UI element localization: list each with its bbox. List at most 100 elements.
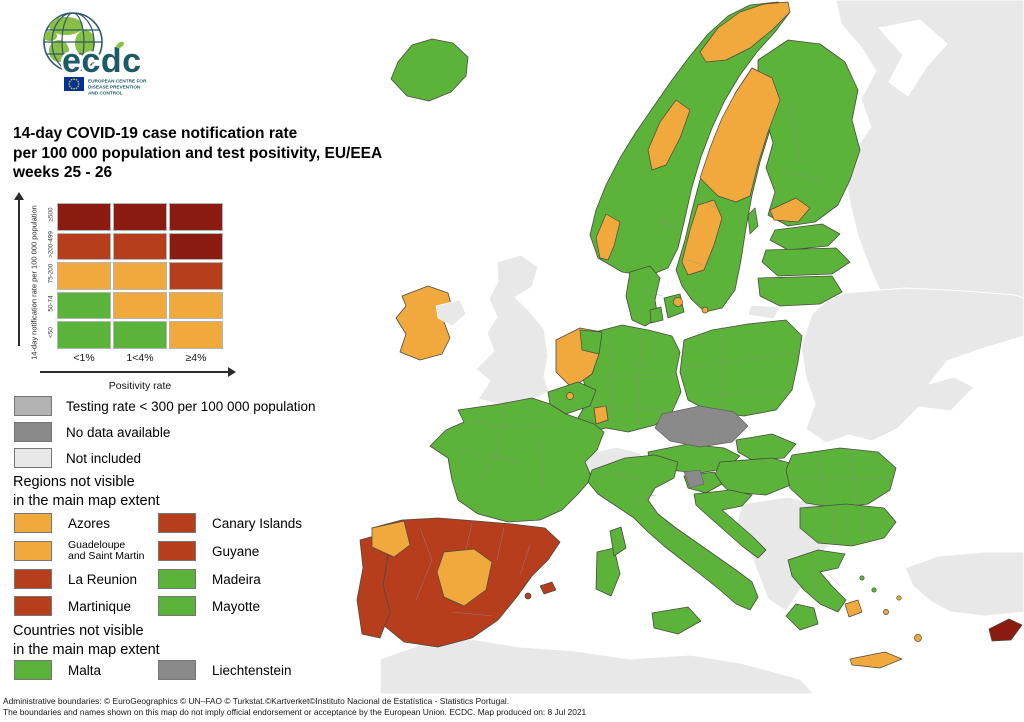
eu-flag-icon xyxy=(64,77,84,91)
legend-row: No data available xyxy=(14,422,316,442)
map-region-united-kingdom xyxy=(475,254,550,406)
map-title: 14-day COVID-19 case notification rate p… xyxy=(13,124,382,183)
map-region-north-africa xyxy=(379,638,815,694)
map-region-romania xyxy=(785,447,897,509)
liechtenstein-label: Liechtenstein xyxy=(212,662,292,678)
col-label: <1% xyxy=(73,352,95,364)
map-region-lithuania xyxy=(757,275,843,307)
martinique-label: Martinique xyxy=(68,598,132,614)
testing-rate-swatch xyxy=(14,396,52,416)
madeira-swatch xyxy=(158,569,196,589)
legend-row: Not included xyxy=(14,448,316,468)
matrix-cell xyxy=(169,321,223,349)
map-region-corsica xyxy=(609,526,627,557)
map-region-sicily xyxy=(651,606,702,635)
map-region-cyprus xyxy=(988,618,1023,642)
map-region-slovakia xyxy=(735,433,797,461)
map-region-norway-north xyxy=(699,1,791,63)
map-region-sweden-north xyxy=(699,67,781,203)
regions-section-heading: Regions not visible in the main map exte… xyxy=(13,474,160,509)
col-label: ≥4% xyxy=(185,352,207,364)
guadeloupe-label: Guadeloupe and Saint Martin xyxy=(68,539,145,562)
map-title-line3: weeks 25 - 26 xyxy=(13,164,113,181)
martinique-swatch xyxy=(14,596,52,616)
map-region-aegean-island xyxy=(859,575,865,581)
liechtenstein-swatch xyxy=(158,660,196,680)
matrix-cell xyxy=(113,291,167,319)
matrix-cell xyxy=(113,262,167,290)
azores-label: Azores xyxy=(68,515,111,531)
map-title-line2: per 100 000 population and test positivi… xyxy=(13,144,383,162)
malta-label: Malta xyxy=(68,662,102,678)
matrix-cell xyxy=(113,232,167,260)
map-region-gotland xyxy=(747,207,759,235)
map-region-czechia xyxy=(654,405,749,448)
map-region-croatia xyxy=(693,489,767,559)
map-inner-region-borders xyxy=(415,99,894,617)
map-region-norway-mid xyxy=(647,99,691,171)
la-reunion-label: La Reunion xyxy=(68,571,138,587)
status-legend: Testing rate < 300 per 100 000 populatio… xyxy=(14,396,316,474)
map-region-greece xyxy=(787,549,847,613)
legend-row: Testing rate < 300 per 100 000 populatio… xyxy=(14,396,316,416)
map-region-aegean-island xyxy=(871,587,877,593)
x-axis-arrowhead xyxy=(228,367,236,377)
map-region-aegean-island xyxy=(896,595,902,601)
map-title-line1: 14-day COVID-19 case notification rate xyxy=(13,125,298,142)
logo-caption-line3: AND CONTROL xyxy=(88,91,123,96)
testing-rate-label: Testing rate < 300 per 100 000 populatio… xyxy=(66,398,316,414)
map-region-bornholm xyxy=(701,306,709,314)
x-axis-label: Positivity rate xyxy=(108,380,172,392)
map-region-galicia xyxy=(371,520,411,558)
map-region-kaliningrad xyxy=(747,304,781,320)
map-region-aegean-island xyxy=(883,609,889,615)
matrix-cell xyxy=(113,321,167,349)
madeira-label: Madeira xyxy=(212,571,261,587)
canary-islands-swatch xyxy=(158,513,196,533)
footer: Administrative boundaries: © EuroGeograp… xyxy=(3,696,1021,718)
map-region-rhodes xyxy=(914,634,922,642)
matrix-cell xyxy=(57,232,111,260)
mayotte-swatch xyxy=(158,596,196,616)
matrix-cell xyxy=(169,262,223,290)
map-region-finland xyxy=(757,39,861,227)
map-region-bulgaria xyxy=(799,503,897,547)
matrix-cell xyxy=(113,203,167,231)
logo-leaf-icon xyxy=(116,41,124,49)
mayotte-label: Mayotte xyxy=(212,598,261,614)
map-region-balearic-ibiza xyxy=(524,592,532,600)
map-region-northern-ireland xyxy=(435,299,467,327)
map-region-finland-south xyxy=(769,197,811,223)
map-white-sea xyxy=(878,19,948,97)
map-region-luxembourg xyxy=(593,405,609,425)
row-label: <50 xyxy=(47,327,55,338)
map-region-estonia xyxy=(769,223,841,251)
map-region-ukraine-belarus xyxy=(800,287,1024,444)
canary-islands-label: Canary Islands xyxy=(212,515,303,531)
map-region-castilla-la-mancha xyxy=(436,548,493,607)
guyane-label: Guyane xyxy=(212,543,260,559)
footer-line1: Administrative boundaries: © EuroGeograp… xyxy=(3,696,510,706)
logo-brand-text: ecdc xyxy=(62,42,142,80)
map-region-sweden-mid xyxy=(681,199,723,276)
countries-section-heading: Countries not visible in the main map ex… xyxy=(13,623,160,658)
x-axis-arrow xyxy=(40,371,230,373)
map-region-ireland xyxy=(395,285,453,361)
footer-line2: The boundaries and names shown on this m… xyxy=(3,707,587,717)
map-region-peloponnese xyxy=(785,603,819,631)
no-data-label: No data available xyxy=(66,424,171,440)
guyane-swatch xyxy=(158,541,196,561)
map-region-latvia xyxy=(761,247,851,277)
map-region-poland xyxy=(679,319,803,417)
malta-swatch xyxy=(14,660,52,680)
azores-swatch xyxy=(14,513,52,533)
matrix-cell xyxy=(57,291,111,319)
y-axis-arrowhead xyxy=(14,192,24,200)
matrix-cell xyxy=(57,203,111,231)
bivariate-legend: 14-day notification rate per 100 000 pop… xyxy=(10,192,248,398)
regions-legend: Azores Canary Islands Guadeloupe and Sai… xyxy=(14,513,302,616)
countries-legend: Malta Liechtenstein xyxy=(14,660,292,680)
map-region-crete xyxy=(849,651,903,669)
y-axis-arrow xyxy=(18,200,20,346)
matrix-cell xyxy=(169,203,223,231)
